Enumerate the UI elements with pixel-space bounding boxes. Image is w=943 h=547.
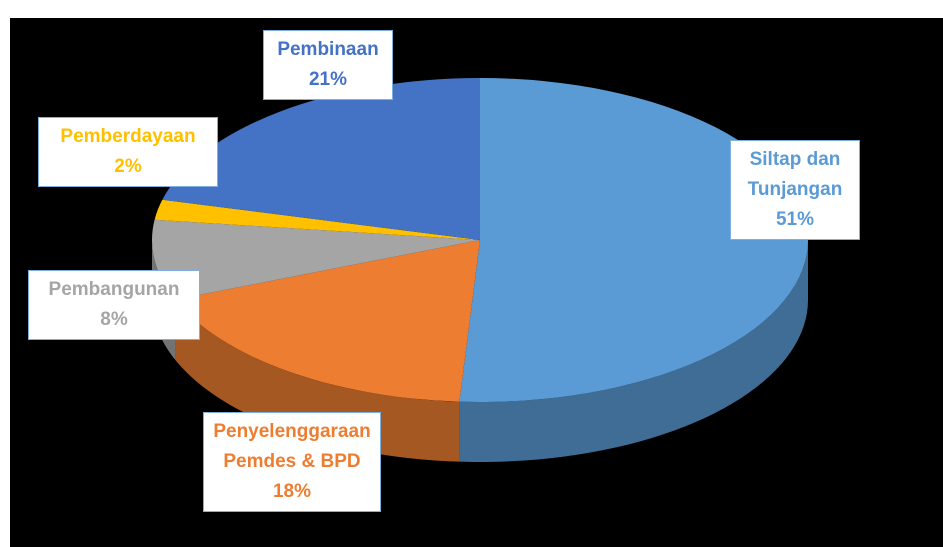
category-label: Pembinaan [277, 39, 379, 60]
category-label: Penyelenggaraan Pemdes & BPD [213, 421, 371, 472]
data-label: Siltap dan Tunjangan 51% [730, 140, 860, 240]
data-label: Pemberdayaan 2% [38, 117, 218, 187]
category-label: Pemberdayaan [60, 126, 196, 147]
data-label: Penyelenggaraan Pemdes & BPD 18% [203, 412, 381, 512]
value-label: 21% [308, 69, 348, 90]
chart-area: Siltap dan Tunjangan 51% Penyelenggaraan P… [10, 18, 943, 547]
slice [175, 240, 480, 402]
value-label: 2% [114, 156, 142, 177]
data-label: Pembinaan 21% [263, 30, 393, 100]
category-label: Siltap dan Tunjangan [747, 149, 843, 200]
slice-side [459, 240, 808, 462]
chart [152, 78, 809, 462]
data-label: Pembangunan 8% [28, 270, 200, 340]
category-label: Pembangunan [48, 279, 180, 300]
slice [152, 219, 481, 300]
slice [459, 78, 809, 403]
value-label: 51% [775, 209, 815, 230]
slice [162, 78, 480, 240]
slice [154, 199, 481, 240]
slice-side [175, 299, 460, 462]
value-label: 8% [100, 309, 128, 330]
value-label: 18% [272, 481, 312, 502]
